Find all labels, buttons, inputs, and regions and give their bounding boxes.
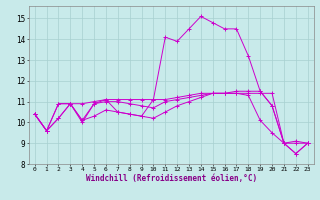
X-axis label: Windchill (Refroidissement éolien,°C): Windchill (Refroidissement éolien,°C)	[86, 174, 257, 183]
